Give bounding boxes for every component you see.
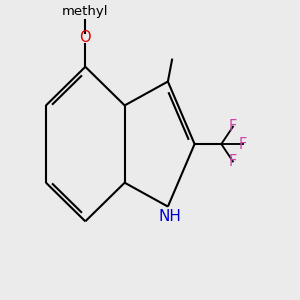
Text: F: F: [238, 136, 247, 152]
Text: F: F: [229, 154, 237, 169]
Text: NH: NH: [158, 209, 181, 224]
Text: methyl: methyl: [62, 5, 109, 18]
Text: F: F: [229, 119, 237, 134]
Text: O: O: [80, 30, 91, 45]
